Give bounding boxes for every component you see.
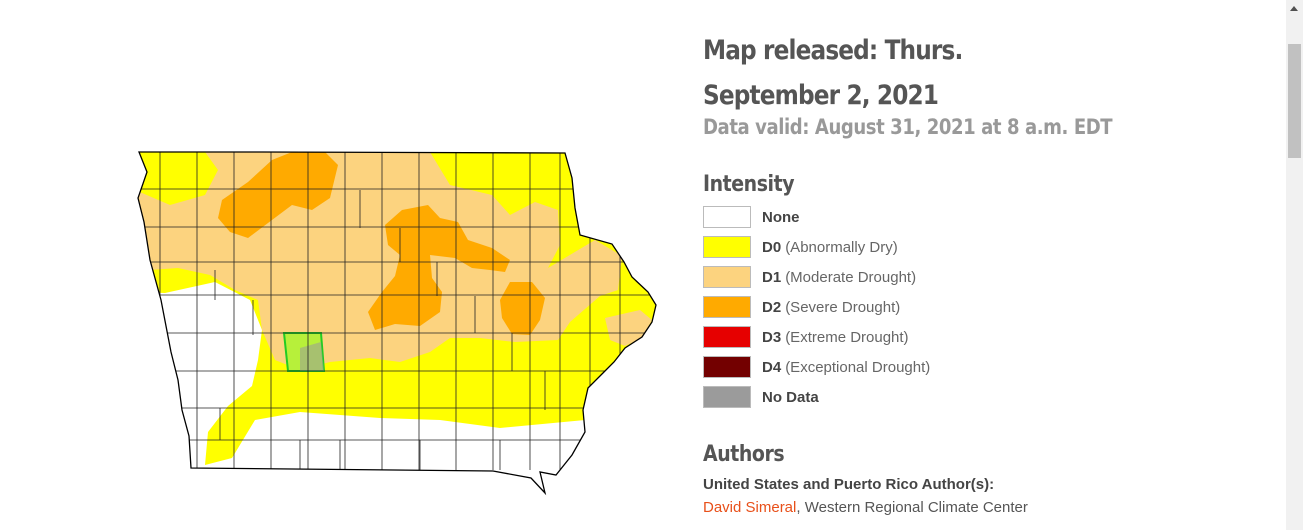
author-line: David Simeral, Western Regional Climate … xyxy=(703,499,1028,516)
legend-swatch xyxy=(703,356,751,378)
scrollbar-thumb[interactable] xyxy=(1288,44,1301,158)
legend-desc: (Extreme Drought) xyxy=(785,328,909,346)
legend-code: D0 xyxy=(762,238,782,256)
authors-subheading: United States and Puerto Rico Author(s): xyxy=(703,476,995,493)
release-title: Map released: Thurs. September 2, 2021 xyxy=(703,35,963,111)
legend-code: D2 xyxy=(762,298,782,316)
legend-code: D1 xyxy=(762,268,782,286)
legend-desc: (Abnormally Dry) xyxy=(785,238,898,256)
legend-code: None xyxy=(762,208,800,226)
legend-code: No Data xyxy=(762,388,819,406)
legend-desc: (Exceptional Drought) xyxy=(785,358,931,376)
legend-swatch xyxy=(703,386,751,408)
page-scrollbar[interactable] xyxy=(1286,0,1303,530)
legend-desc: (Severe Drought) xyxy=(785,298,901,316)
authors-heading: Authors xyxy=(703,442,785,467)
legend-swatch xyxy=(703,236,751,258)
data-valid-date: Data valid: August 31, 2021 at 8 a.m. ED… xyxy=(703,115,1113,139)
intensity-heading: Intensity xyxy=(703,172,795,197)
legend-item-d2: D2 (Severe Drought) xyxy=(703,292,930,322)
map-info-panel: Map released: Thurs. September 2, 2021 D… xyxy=(703,28,1263,516)
legend-item-d0: D0 (Abnormally Dry) xyxy=(703,232,930,262)
legend-code: D4 xyxy=(762,358,782,376)
scroll-up-arrow-icon[interactable] xyxy=(1290,6,1298,11)
legend-item-d1: D1 (Moderate Drought) xyxy=(703,262,930,292)
legend-desc: (Moderate Drought) xyxy=(785,268,917,286)
legend-item-none: None xyxy=(703,202,930,232)
author-link[interactable]: David Simeral xyxy=(703,499,797,516)
legend-item-no-data: No Data xyxy=(703,382,930,412)
legend-item-d3: D3 (Extreme Drought) xyxy=(703,322,930,352)
author-org: , Western Regional Climate Center xyxy=(796,499,1028,516)
legend-swatch xyxy=(703,206,751,228)
drought-map xyxy=(130,140,670,510)
legend-item-d4: D4 (Exceptional Drought) xyxy=(703,352,930,382)
intensity-legend: None D0 (Abnormally Dry) D1 (Moderate Dr… xyxy=(703,202,930,412)
legend-code: D3 xyxy=(762,328,782,346)
legend-swatch xyxy=(703,326,751,348)
legend-swatch xyxy=(703,266,751,288)
legend-swatch xyxy=(703,296,751,318)
